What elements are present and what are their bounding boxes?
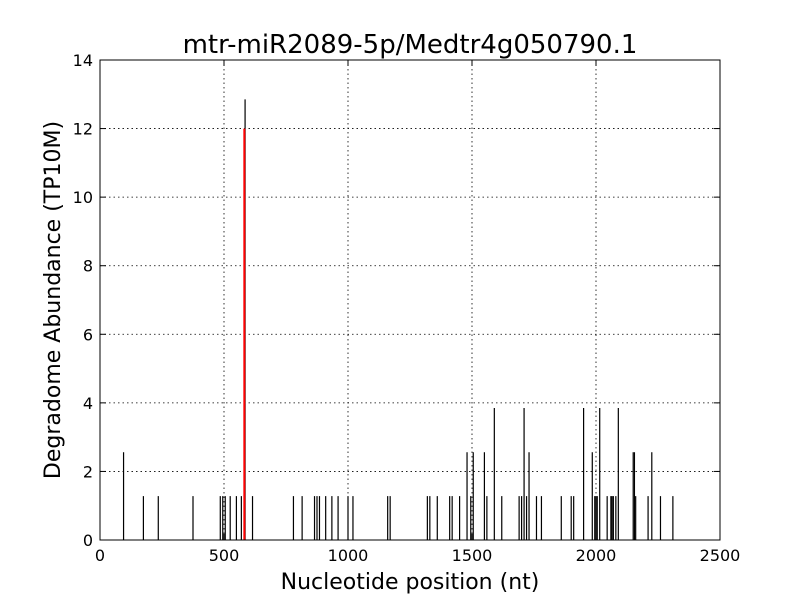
x-tick-label: 500 (209, 546, 240, 565)
x-tick-label: 2500 (700, 546, 741, 565)
y-tick-label: 10 (73, 188, 93, 207)
grid-layer (100, 60, 720, 540)
x-tick-label: 1000 (328, 546, 369, 565)
x-tick-label: 0 (95, 546, 105, 565)
y-axis-label: Degradome Abundance (TP10M) (41, 121, 66, 479)
y-tick-label: 12 (73, 120, 93, 139)
chart-title: mtr-miR2089-5p/Medtr4g050790.1 (183, 30, 638, 60)
x-tick-label: 2000 (576, 546, 617, 565)
x-axis-label: Nucleotide position (nt) (281, 570, 540, 595)
y-tick-label: 14 (73, 51, 93, 70)
y-tick-label: 6 (83, 325, 93, 344)
bars-layer (122, 99, 674, 540)
ticks-layer: 0 500 1000 1500 2000 2500 0 2 4 6 8 10 12 14 (73, 51, 741, 565)
y-tick-label: 2 (83, 462, 93, 481)
x-tick-label: 1500 (452, 546, 493, 565)
y-tick-label: 4 (83, 394, 93, 413)
y-tick-label: 0 (83, 531, 93, 550)
y-tick-label: 8 (83, 257, 93, 276)
plot-frame (99, 59, 721, 541)
